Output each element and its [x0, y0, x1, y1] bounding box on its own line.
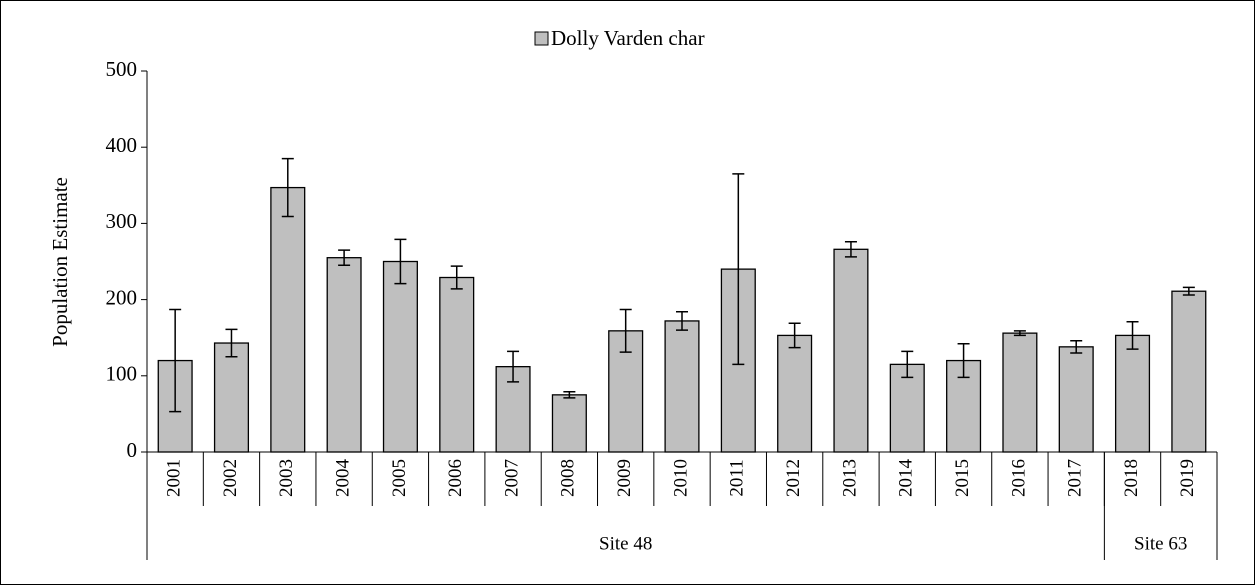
x-tick-label: 2009 — [614, 459, 635, 497]
error-bar — [338, 249, 351, 267]
x-tick-label: 2006 — [445, 459, 466, 497]
x-tick-label: 2012 — [783, 459, 804, 497]
error-bar — [957, 343, 970, 379]
x-tick-label: 2010 — [670, 459, 691, 497]
x-tick-label: 2017 — [1065, 459, 1086, 497]
bar — [270, 186, 306, 453]
error-bar — [169, 308, 182, 413]
y-tick-label: 200 — [106, 285, 138, 309]
bar — [1114, 334, 1151, 453]
error-bar — [563, 391, 576, 399]
x-tick-label: 2015 — [952, 459, 973, 497]
bar — [382, 260, 418, 453]
error-bar — [281, 157, 294, 218]
group-label: Site 63 — [1134, 533, 1187, 554]
error-bar — [619, 308, 632, 353]
bar — [1002, 332, 1038, 453]
y-tick-label: 500 — [106, 57, 138, 81]
x-tick-label: 2019 — [1177, 459, 1198, 497]
bar — [664, 320, 700, 453]
y-tick-label: 400 — [106, 133, 138, 157]
x-tick-label: 2003 — [276, 459, 297, 497]
x-tick-label: 2008 — [558, 459, 579, 497]
error-bar — [225, 328, 238, 358]
error-bar — [394, 238, 407, 285]
bar — [326, 257, 362, 453]
error-bar — [901, 350, 914, 379]
legend-label: Dolly Varden char — [551, 26, 705, 50]
x-tick-label: 2007 — [501, 459, 522, 497]
y-tick-label: 0 — [127, 438, 138, 462]
bar — [551, 394, 587, 453]
x-tick-label: 2002 — [220, 459, 241, 497]
error-bar — [1070, 339, 1083, 354]
x-tick-label: 2018 — [1121, 459, 1142, 497]
bar — [495, 366, 531, 453]
y-axis-label: Population Estimate — [48, 177, 72, 347]
group-label: Site 48 — [599, 533, 652, 554]
x-tick-label: 2004 — [332, 459, 353, 498]
x-tick-label: 2011 — [727, 459, 748, 496]
y-tick-label: 300 — [106, 209, 138, 233]
error-bar — [450, 265, 463, 290]
error-bar — [1126, 320, 1139, 350]
bar — [1171, 290, 1207, 453]
x-tick-label: 2014 — [896, 459, 917, 498]
error-bar — [844, 240, 857, 258]
x-tick-label: 2013 — [839, 459, 860, 497]
x-tick-label: 2001 — [164, 459, 185, 497]
legend-swatch — [534, 31, 549, 46]
error-bar — [507, 350, 520, 383]
bar — [1058, 346, 1094, 453]
bar — [439, 276, 475, 453]
bar — [833, 248, 869, 453]
error-bar — [788, 322, 801, 349]
bar — [213, 342, 250, 453]
x-tick-label: 2005 — [389, 459, 410, 497]
error-bar — [676, 311, 688, 331]
y-tick-label: 100 — [106, 362, 138, 386]
error-bar — [732, 173, 745, 366]
x-tick-label: 2016 — [1008, 459, 1029, 497]
error-bar — [1013, 330, 1026, 337]
error-bar — [1182, 286, 1195, 296]
bar — [777, 334, 813, 453]
